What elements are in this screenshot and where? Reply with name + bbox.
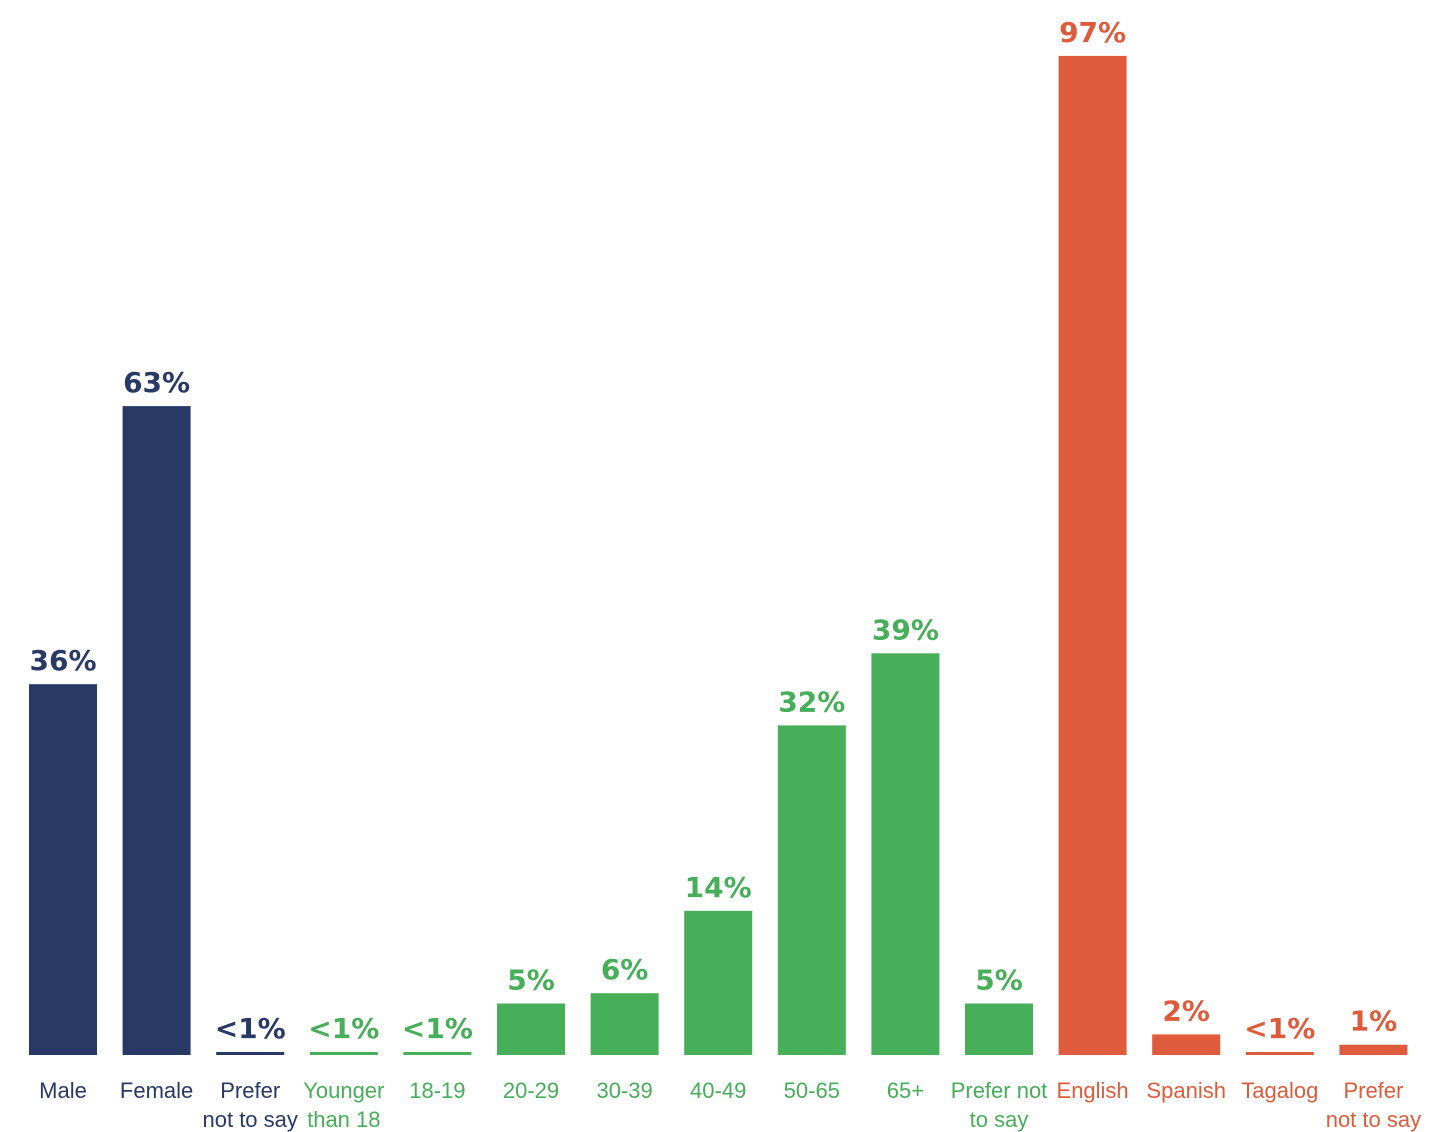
category-label: Younger than 18	[303, 1078, 384, 1132]
category-label-line: 65+	[887, 1078, 924, 1103]
category-label-line: Prefer	[220, 1078, 280, 1103]
bar-value-label: <1%	[402, 1012, 473, 1045]
bar-9	[871, 653, 940, 1055]
bar-value-label: 1%	[1350, 1005, 1398, 1038]
category-label-line: than 18	[307, 1107, 380, 1132]
bar-value-label: 36%	[29, 644, 96, 677]
bar-value-label: 5%	[975, 964, 1023, 997]
bar-13	[1245, 1052, 1314, 1055]
category-label-line: Prefer	[1343, 1078, 1403, 1103]
category-label-line: Spanish	[1146, 1078, 1226, 1103]
bar-10	[965, 1003, 1033, 1055]
category-label: Male	[39, 1078, 87, 1103]
category-label: Prefer not to say	[203, 1078, 298, 1132]
bar-0	[29, 684, 97, 1055]
category-label: 20-29	[503, 1078, 559, 1103]
category-label: 18-19	[409, 1078, 465, 1103]
bar-value-label: 97%	[1059, 16, 1126, 49]
category-label-line: Younger	[303, 1078, 384, 1103]
category-label-line: not to say	[203, 1107, 298, 1132]
category-label-line: 50-65	[784, 1078, 840, 1103]
category-label: Tagalog	[1241, 1078, 1318, 1103]
category-label: 50-65	[784, 1078, 840, 1103]
bar-value-label: 32%	[778, 685, 845, 718]
bar-11	[1058, 55, 1127, 1055]
bar-8	[777, 725, 846, 1055]
category-label-line: not to say	[1326, 1107, 1421, 1132]
category-label: Spanish	[1146, 1078, 1226, 1103]
bar-value-label: 5%	[507, 964, 555, 997]
bar-6	[590, 993, 659, 1055]
category-label: Prefer not to say	[1326, 1078, 1421, 1132]
category-label-line: English	[1057, 1078, 1129, 1103]
category-label: English	[1057, 1078, 1129, 1103]
category-label-line: 18-19	[409, 1078, 465, 1103]
bar-value-label: 6%	[601, 953, 649, 986]
category-label-line: Tagalog	[1241, 1078, 1318, 1103]
bar-2	[216, 1052, 285, 1055]
category-label: 40-49	[690, 1078, 746, 1103]
category-label-line: to say	[970, 1107, 1029, 1132]
bar-4	[403, 1052, 472, 1055]
category-label-line: 20-29	[503, 1078, 559, 1103]
bar-value-label: 63%	[123, 366, 190, 399]
category-label: 30-39	[596, 1078, 652, 1103]
bar-value-label: 39%	[872, 613, 939, 646]
category-label-line: 40-49	[690, 1078, 746, 1103]
category-label-line: 30-39	[596, 1078, 652, 1103]
bar-value-label: <1%	[215, 1012, 286, 1045]
category-label: 65+	[887, 1078, 924, 1103]
bar-1	[122, 406, 191, 1056]
category-label-line: Prefer not	[951, 1078, 1048, 1103]
bar-12	[1152, 1034, 1221, 1055]
bar-14	[1339, 1044, 1408, 1055]
category-label: Prefer not to say	[951, 1078, 1048, 1132]
category-label-line: Female	[120, 1078, 193, 1103]
bar-5	[497, 1003, 565, 1055]
bar-value-label: <1%	[1244, 1012, 1315, 1045]
bar-value-label: <1%	[308, 1012, 379, 1045]
bar-3	[309, 1052, 378, 1055]
category-label-line: Male	[39, 1078, 87, 1103]
category-label: Female	[120, 1078, 193, 1103]
bar-7	[684, 910, 753, 1055]
bar-value-label: 14%	[685, 871, 752, 904]
bar-value-label: 2%	[1162, 994, 1210, 1027]
